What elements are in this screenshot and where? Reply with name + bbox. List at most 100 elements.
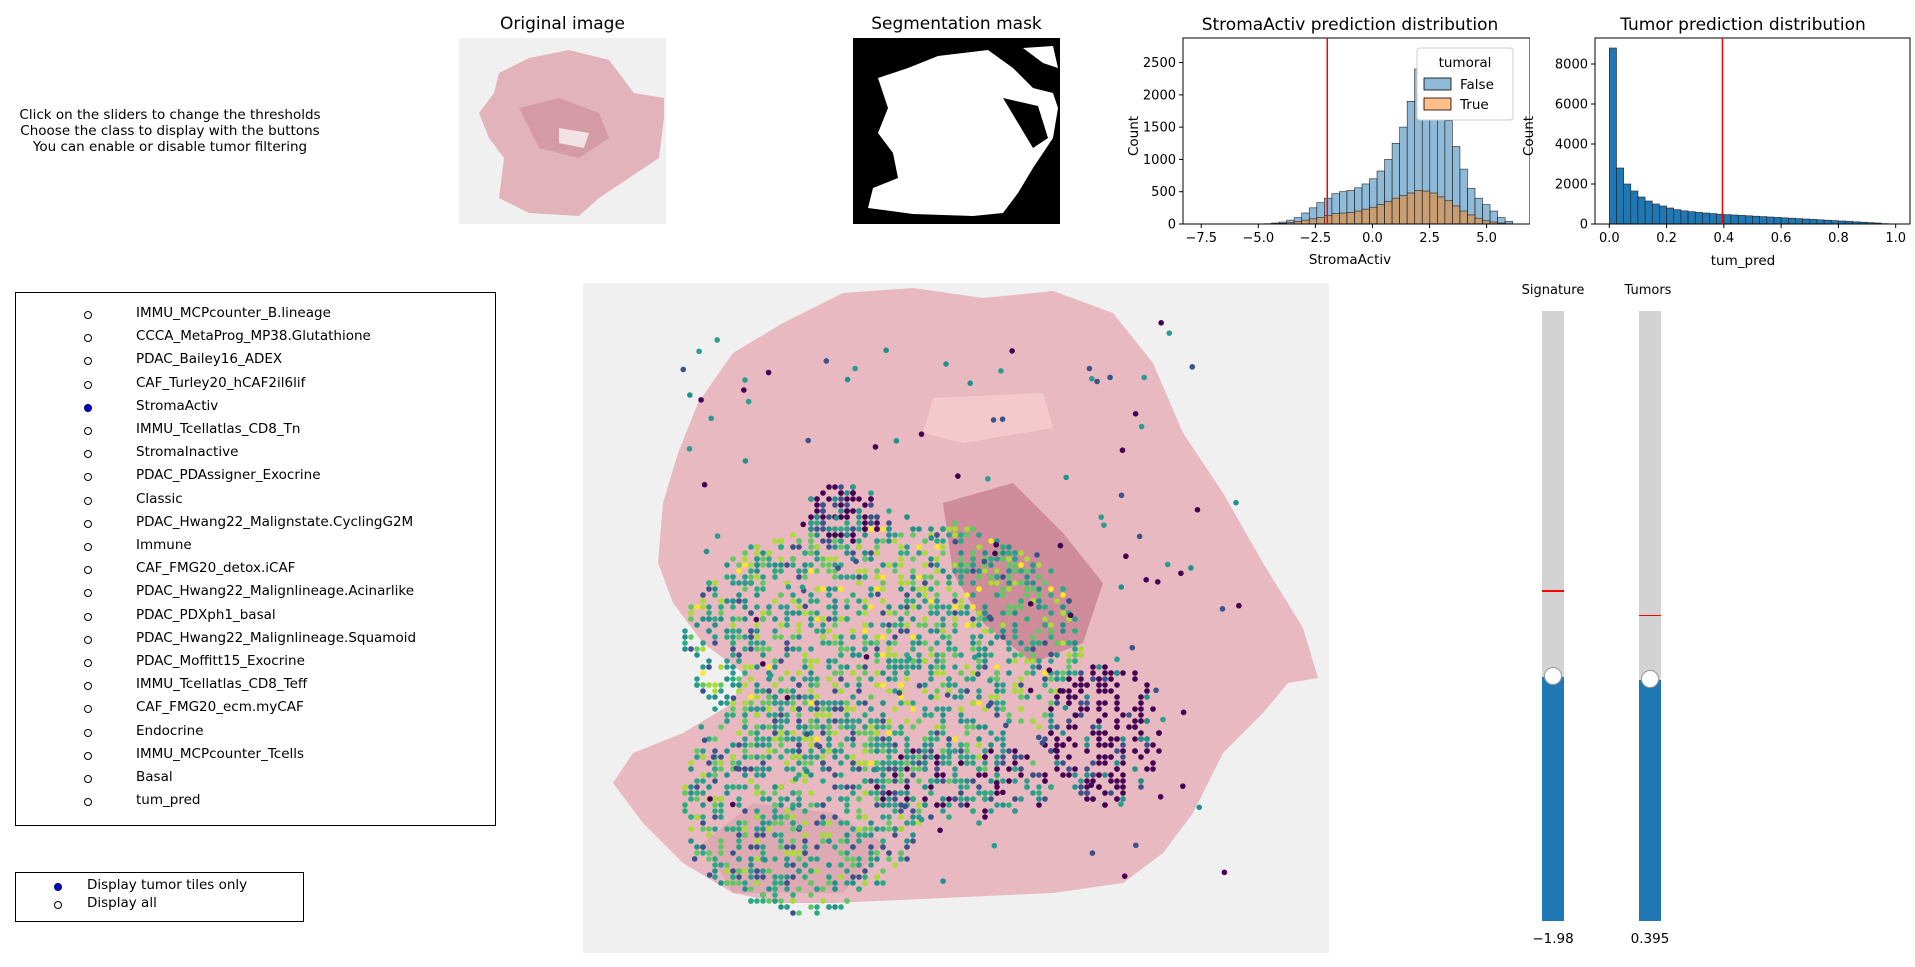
signature-option[interactable]: Classic	[16, 491, 486, 513]
signature-slider-handle[interactable]	[1544, 667, 1562, 685]
signature-option-label: StromaActiv	[136, 397, 219, 414]
signature-option[interactable]: StromaInactive	[16, 444, 486, 466]
tile-marker	[1072, 646, 1078, 652]
radio-button[interactable]	[84, 728, 92, 737]
signature-option[interactable]: PDAC_Hwang22_Malignstate.CyclingG2M	[16, 514, 486, 536]
signature-option[interactable]: CAF_Turley20_hCAF2il6lif	[16, 375, 486, 397]
radio-button[interactable]	[84, 751, 92, 760]
signature-option[interactable]: IMMU_Tcellatlas_CD8_Teff	[16, 676, 486, 698]
radio-button[interactable]	[84, 543, 92, 551]
tile-marker	[784, 616, 790, 622]
signature-option[interactable]: IMMU_MCPcounter_B.lineage	[16, 305, 486, 327]
tile-marker	[1114, 736, 1120, 742]
tile-marker	[742, 634, 748, 640]
tile-marker	[952, 772, 958, 778]
signature-option[interactable]: PDAC_PDAssigner_Exocrine	[16, 467, 486, 489]
signature-option[interactable]: Immune	[16, 537, 486, 559]
tile-marker	[1060, 604, 1066, 610]
signature-option[interactable]: CAF_FMG20_detox.iCAF	[16, 560, 486, 582]
radio-button[interactable]	[84, 659, 92, 667]
signature-option[interactable]: PDAC_Hwang22_Malignlineage.Squamoid	[16, 630, 486, 652]
radio-button[interactable]	[84, 357, 92, 366]
tile-marker	[760, 700, 766, 706]
tile-marker	[910, 616, 916, 622]
tile-marker	[718, 796, 724, 802]
tile-marker	[835, 565, 841, 571]
tile-marker	[808, 664, 814, 670]
signature-option[interactable]: IMMU_MCPcounter_Tcells	[16, 746, 486, 768]
radio-button[interactable]	[84, 589, 92, 598]
tile-marker	[778, 814, 784, 820]
tile-marker	[958, 652, 964, 658]
tile-marker	[778, 742, 784, 748]
signature-option[interactable]: CAF_FMG20_ecm.myCAF	[16, 699, 486, 721]
tile-marker	[1108, 772, 1114, 778]
signature-slider[interactable]	[1542, 311, 1564, 921]
tile-marker	[1018, 640, 1024, 646]
signature-option[interactable]: PDAC_Moffitt15_Exocrine	[16, 653, 486, 675]
radio-button[interactable]	[54, 883, 62, 891]
filter-option-display-all[interactable]: Display all	[16, 895, 301, 917]
tumors-slider[interactable]	[1639, 311, 1661, 921]
signature-option[interactable]: tum_pred	[16, 792, 486, 814]
radio-button[interactable]	[84, 311, 92, 319]
tumors-slider-handle[interactable]	[1641, 670, 1659, 689]
filter-option-tumor-only[interactable]: Display tumor tiles only	[16, 877, 301, 899]
radio-button[interactable]	[84, 519, 92, 528]
tile-marker	[706, 628, 712, 634]
tile-marker	[892, 706, 898, 712]
signature-option[interactable]: Endocrine	[16, 723, 486, 745]
radio-button[interactable]	[84, 705, 92, 714]
radio-button[interactable]	[84, 403, 92, 412]
tile-marker	[934, 658, 940, 664]
signature-option[interactable]: PDAC_PDXph1_basal	[16, 607, 486, 629]
signature-option[interactable]: PDAC_Bailey16_ADEX	[16, 351, 486, 373]
tile-marker	[784, 874, 790, 880]
tile-marker	[826, 664, 832, 670]
radio-button[interactable]	[84, 612, 92, 621]
tile-marker	[934, 640, 940, 646]
radio-button[interactable]	[84, 496, 92, 505]
radio-button[interactable]	[84, 473, 92, 482]
radio-button[interactable]	[54, 901, 62, 909]
signature-option[interactable]: Basal	[16, 769, 486, 791]
tile-marker	[910, 634, 916, 640]
signature-option[interactable]: CCCA_MetaProg_MP38.Glutathione	[16, 328, 486, 350]
tile-marker	[790, 610, 796, 616]
tile-marker	[910, 832, 916, 838]
signature-option[interactable]: IMMU_Tcellatlas_CD8_Tn	[16, 421, 486, 443]
filter-option-label: Display tumor tiles only	[87, 877, 248, 893]
tile-marker	[706, 664, 712, 670]
radio-button[interactable]	[84, 682, 92, 691]
tile-marker	[772, 874, 778, 880]
radio-button[interactable]	[84, 334, 92, 343]
tile-marker	[1084, 742, 1090, 748]
tile-marker	[862, 664, 868, 670]
tile-marker	[820, 700, 826, 706]
radio-button[interactable]	[84, 798, 92, 807]
tile-marker	[1018, 694, 1024, 700]
radio-button[interactable]	[84, 635, 92, 644]
tile-marker	[714, 533, 721, 539]
tile-marker	[832, 718, 838, 724]
signature-option[interactable]: PDAC_Hwang22_Malignlineage.Acinarlike	[16, 583, 486, 605]
radio-button[interactable]	[84, 566, 92, 575]
tile-marker	[748, 742, 754, 748]
radio-button[interactable]	[84, 450, 92, 459]
filter-option-label: Display all	[87, 895, 157, 911]
signature-option[interactable]: StromaActiv	[16, 398, 486, 420]
radio-button[interactable]	[84, 427, 92, 435]
tile-marker	[814, 568, 820, 574]
tile-marker	[964, 604, 970, 610]
tile-marker	[958, 574, 964, 580]
tile-marker	[790, 826, 796, 832]
tile-marker	[754, 694, 760, 700]
tile-marker	[886, 622, 892, 628]
tile-marker	[856, 874, 862, 880]
tile-marker	[700, 664, 706, 670]
radio-button[interactable]	[84, 775, 92, 783]
tile-marker	[880, 868, 886, 874]
tile-marker	[826, 766, 832, 772]
radio-button[interactable]	[84, 380, 92, 389]
tissue-slide-view[interactable]	[583, 283, 1329, 953]
